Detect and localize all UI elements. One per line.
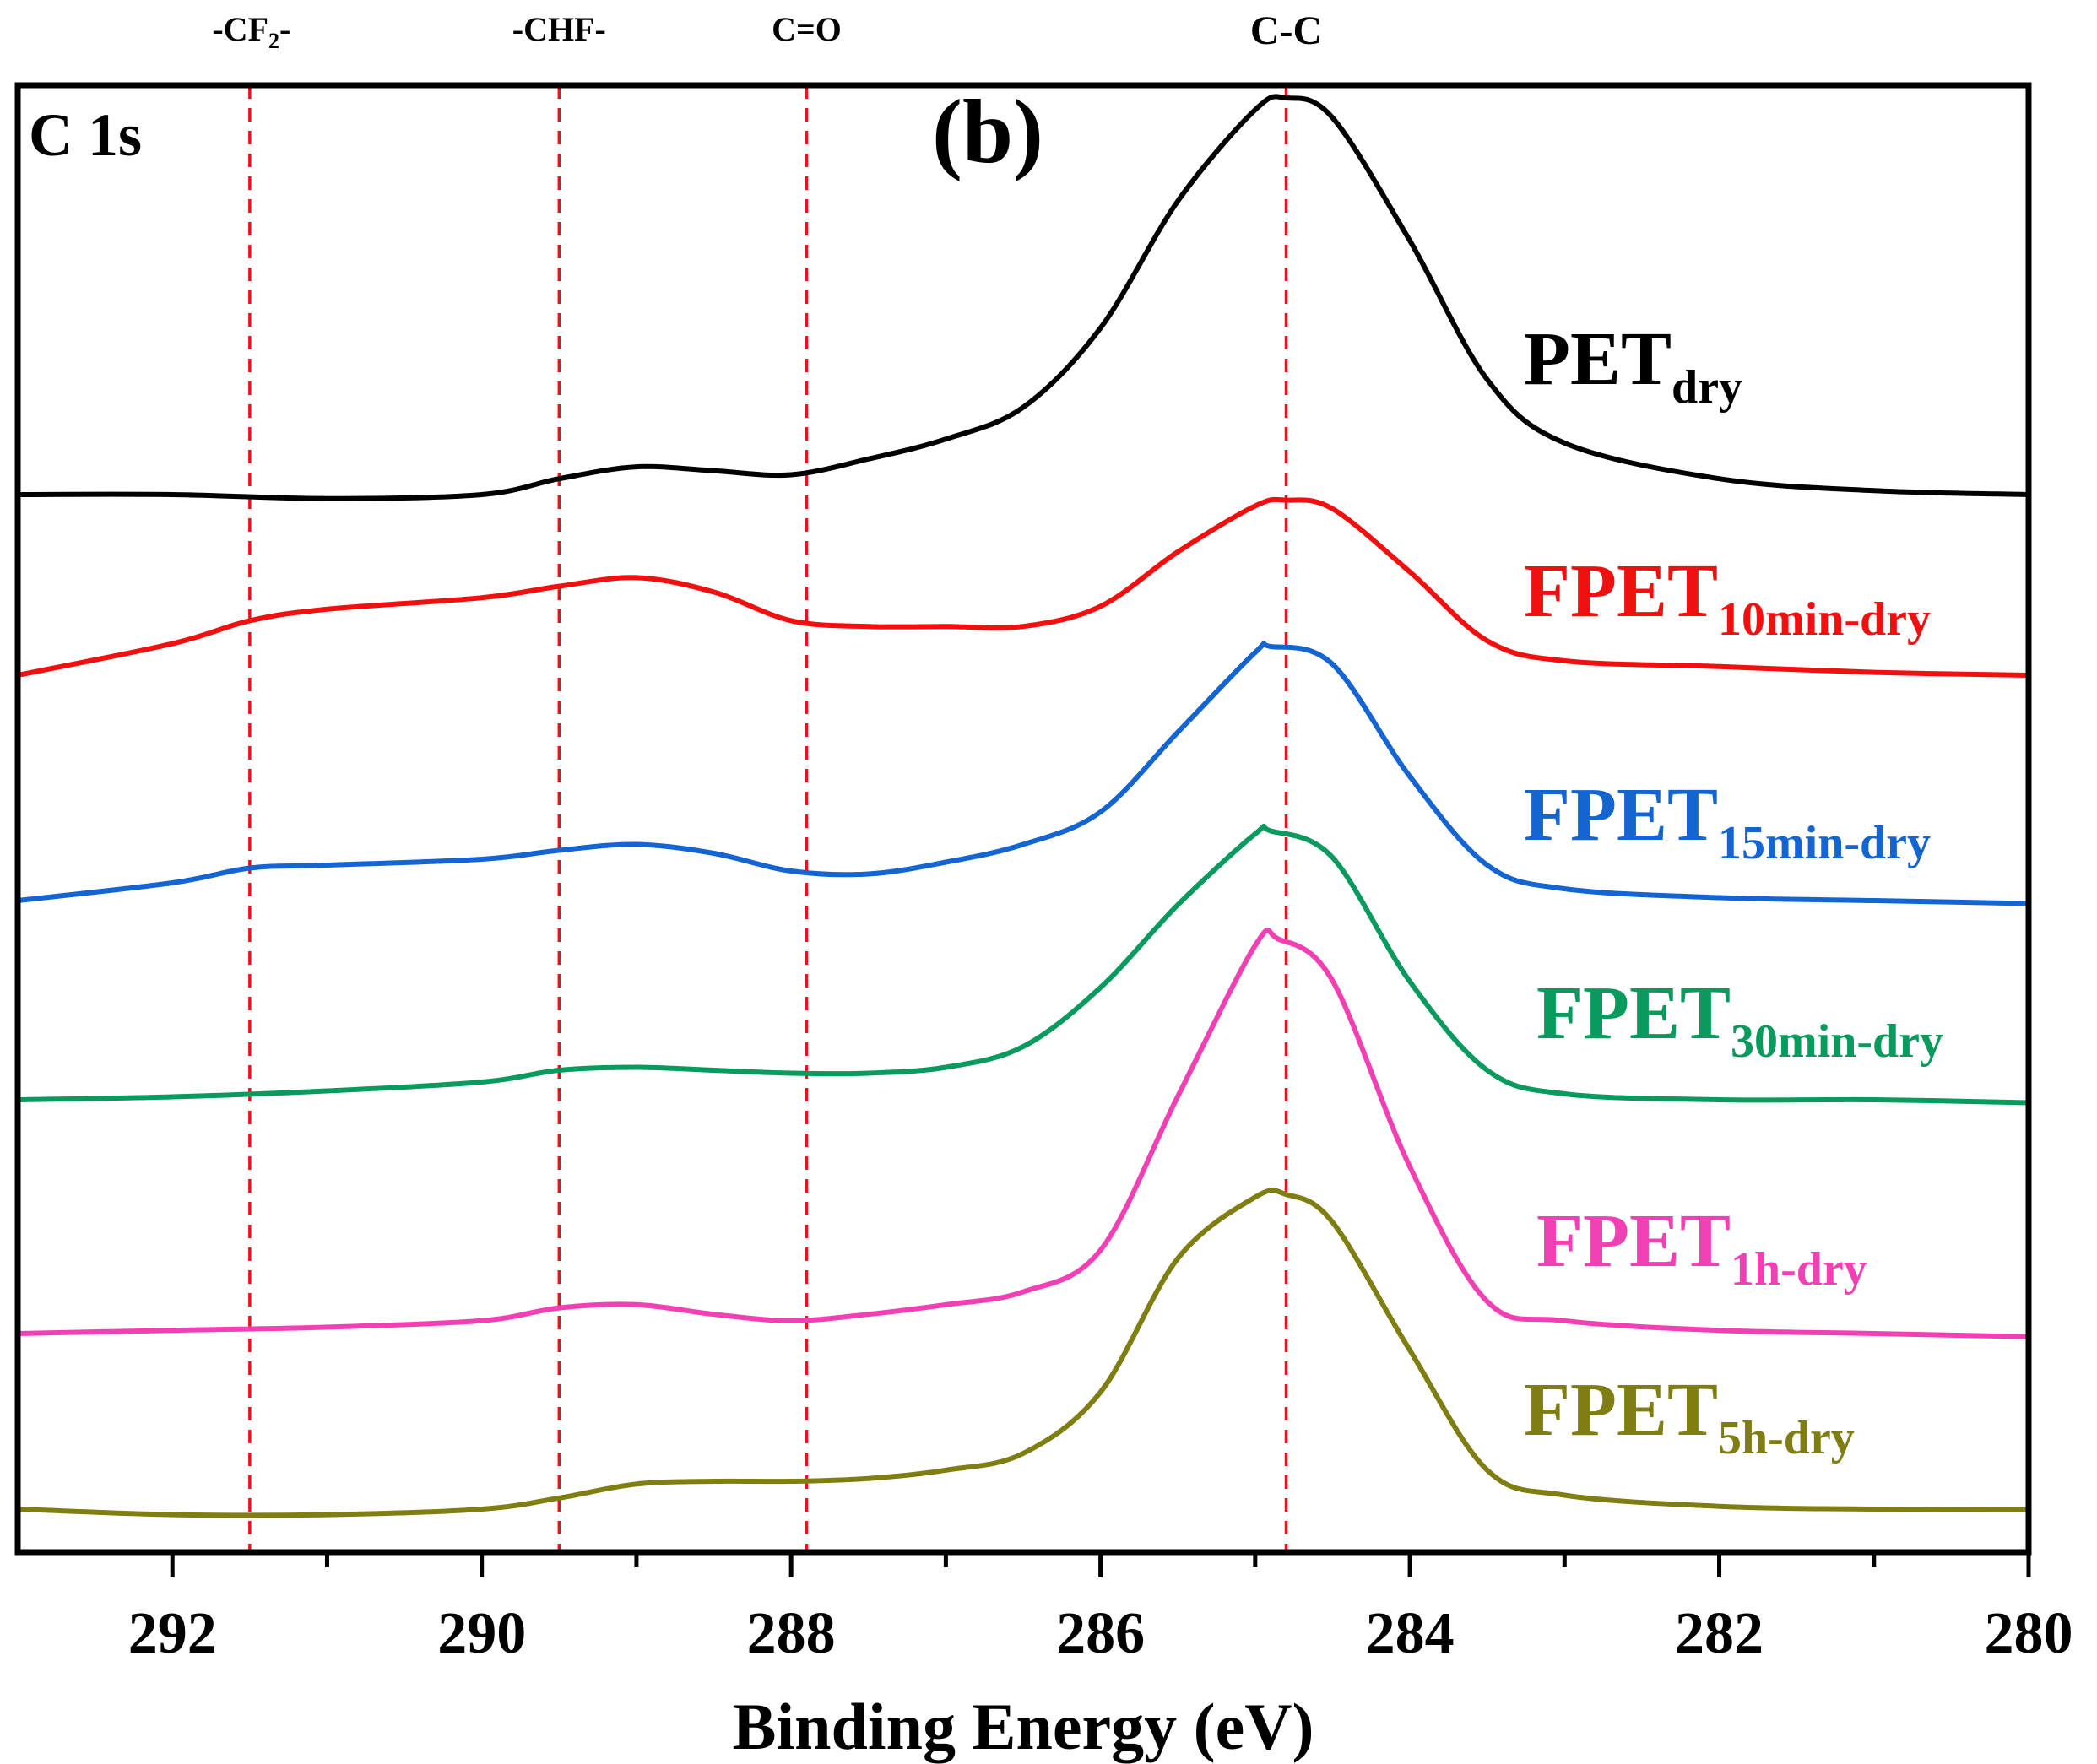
series-line	[15, 927, 2031, 1339]
plot-frame	[14, 82, 2032, 1556]
x-tick-label: 288	[747, 1601, 836, 1666]
x-axis-tick-labels: 292 290 288 286 284 282 280	[128, 1601, 2073, 1666]
series-label: FPET15min-dry	[1524, 773, 1931, 869]
x-tick-label: 286	[1056, 1601, 1145, 1666]
reference-labels: -CF2- -CHF- C=O C-C	[212, 8, 1322, 53]
series-line	[15, 1188, 2031, 1518]
series-label: FPET10min-dry	[1524, 549, 1931, 646]
series-line	[15, 641, 2031, 906]
series-label: FPET5h-dry	[1524, 1368, 1855, 1464]
panel-label: (b)	[932, 82, 1043, 182]
x-tick-label: 292	[128, 1601, 217, 1666]
series-line	[15, 824, 2031, 1106]
series-labels: PETdry FPET10min-dry FPET15min-dry FPET30mi…	[1524, 317, 1943, 1464]
series-label: FPET30min-dry	[1536, 971, 1943, 1068]
series-line	[15, 496, 2031, 678]
series-line	[15, 94, 2031, 501]
reference-label: C=O	[772, 10, 842, 48]
x-tick-label: 282	[1675, 1601, 1764, 1666]
region-label: C 1s	[29, 101, 142, 169]
series-label: FPET1h-dry	[1536, 1199, 1867, 1296]
x-tick-label: 284	[1366, 1601, 1455, 1666]
reference-label: -CF2-	[212, 10, 290, 53]
reference-lines	[248, 85, 1288, 1552]
series-lines	[15, 94, 2031, 1518]
x-tick-label: 280	[1985, 1601, 2073, 1666]
x-axis-ticks	[170, 1552, 2031, 1577]
x-tick-label: 290	[437, 1601, 526, 1666]
reference-label: C-C	[1250, 8, 1322, 53]
x-axis-title: Binding Energy (eV)	[732, 1690, 1314, 1763]
series-label: PETdry	[1524, 317, 1742, 414]
reference-label: -CHF-	[512, 10, 606, 48]
